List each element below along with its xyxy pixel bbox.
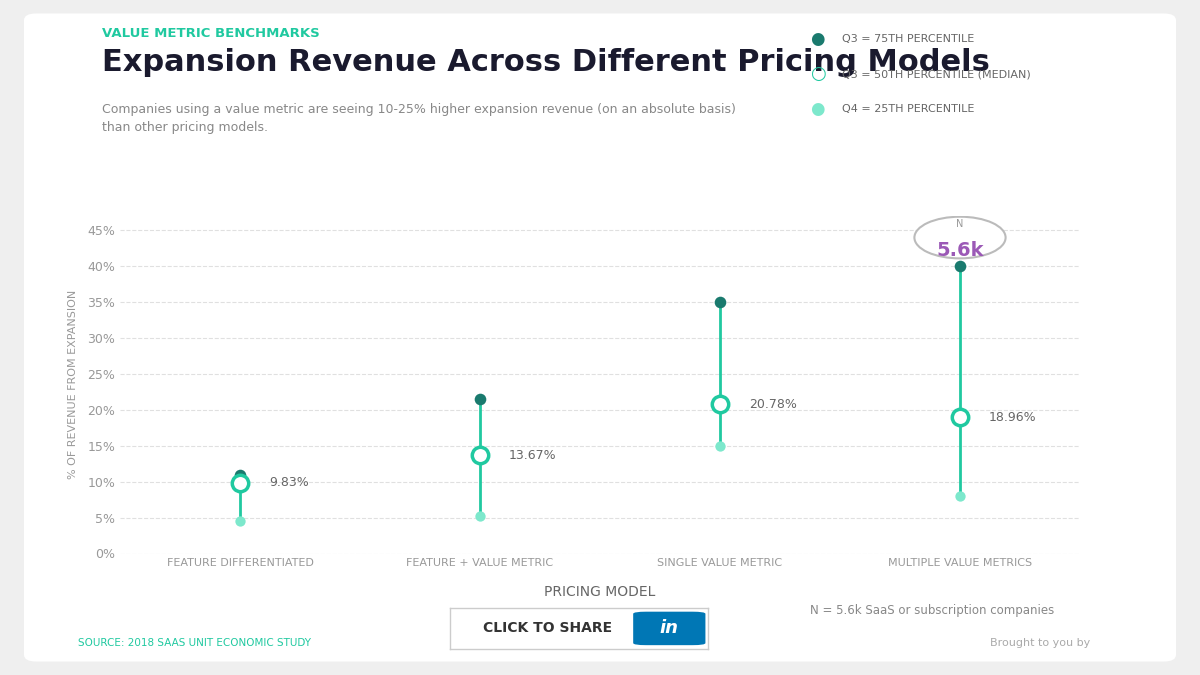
Text: 18.96%: 18.96%	[989, 411, 1037, 424]
Text: 20.78%: 20.78%	[749, 398, 797, 411]
Text: CLICK TO SHARE: CLICK TO SHARE	[484, 622, 613, 635]
Text: VALUE METRIC BENCHMARKS: VALUE METRIC BENCHMARKS	[102, 27, 319, 40]
Text: Q4 = 25TH PERCENTILE: Q4 = 25TH PERCENTILE	[842, 105, 974, 114]
Point	[710, 297, 730, 308]
FancyBboxPatch shape	[634, 612, 706, 645]
Point	[950, 412, 970, 423]
Point	[950, 261, 970, 271]
Text: Expansion Revenue Across Different Pricing Models: Expansion Revenue Across Different Prici…	[102, 48, 990, 77]
Point	[230, 477, 250, 488]
Text: N: N	[956, 219, 964, 229]
Point	[470, 511, 490, 522]
Y-axis label: % OF REVENUE FROM EXPANSION: % OF REVENUE FROM EXPANSION	[68, 290, 78, 479]
Text: SOURCE: 2018 SAAS UNIT ECONOMIC STUDY: SOURCE: 2018 SAAS UNIT ECONOMIC STUDY	[78, 638, 311, 647]
Text: ●: ●	[810, 30, 824, 48]
Text: Brought to you by: Brought to you by	[990, 638, 1091, 647]
Point	[470, 450, 490, 461]
Text: N = 5.6k SaaS or subscription companies: N = 5.6k SaaS or subscription companies	[810, 604, 1055, 618]
Text: 5.6k: 5.6k	[936, 241, 984, 260]
Text: Q3 = 50TH PERCENTILE (MEDIAN): Q3 = 50TH PERCENTILE (MEDIAN)	[842, 70, 1031, 79]
Text: 9.83%: 9.83%	[269, 477, 308, 489]
Ellipse shape	[914, 217, 1006, 259]
X-axis label: PRICING MODEL: PRICING MODEL	[545, 585, 655, 599]
Point	[230, 469, 250, 480]
Text: Companies using a value metric are seeing 10-25% higher expansion revenue (on an: Companies using a value metric are seein…	[102, 103, 736, 134]
Point	[710, 399, 730, 410]
Text: in: in	[660, 620, 679, 637]
Point	[710, 440, 730, 451]
Text: ●: ●	[810, 101, 824, 118]
Point	[470, 394, 490, 404]
Text: Q3 = 75TH PERCENTILE: Q3 = 75TH PERCENTILE	[842, 34, 974, 44]
Point	[230, 516, 250, 526]
Point	[950, 491, 970, 502]
Text: 13.67%: 13.67%	[509, 449, 557, 462]
Text: ○: ○	[810, 65, 826, 83]
